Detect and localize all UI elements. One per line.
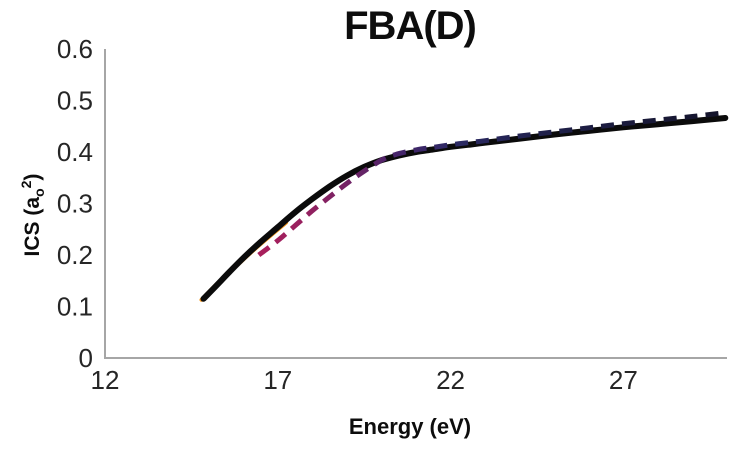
- y-tick-label: 0.1: [57, 292, 93, 322]
- y-tick-label: 0.2: [57, 240, 93, 270]
- y-tick-label: 0.4: [57, 137, 93, 167]
- y-tick-label: 0.3: [57, 189, 93, 219]
- y-axis-title-sup: 2: [18, 180, 34, 189]
- y-tick-label: 0.6: [57, 34, 93, 64]
- y-axis-title: ICS (ao2): [18, 130, 48, 300]
- y-axis-title-suffix: ): [21, 173, 44, 181]
- chart-title: FBA(D): [344, 4, 477, 48]
- y-axis-title-sub: o: [31, 188, 48, 197]
- x-axis-title: Energy (eV): [348, 414, 472, 439]
- axis-lines: [104, 49, 727, 359]
- y-tick-label: 0: [79, 343, 93, 373]
- y-tick-label: 0.5: [57, 86, 93, 116]
- x-tick-label: 17: [263, 365, 292, 395]
- x-tick-label: 12: [91, 365, 120, 395]
- series-dashed-multicolor: [257, 110, 724, 257]
- x-tick-label: 22: [436, 365, 465, 395]
- y-axis-title-text: ICS (a: [21, 196, 44, 257]
- x-tick-label: 27: [609, 365, 638, 395]
